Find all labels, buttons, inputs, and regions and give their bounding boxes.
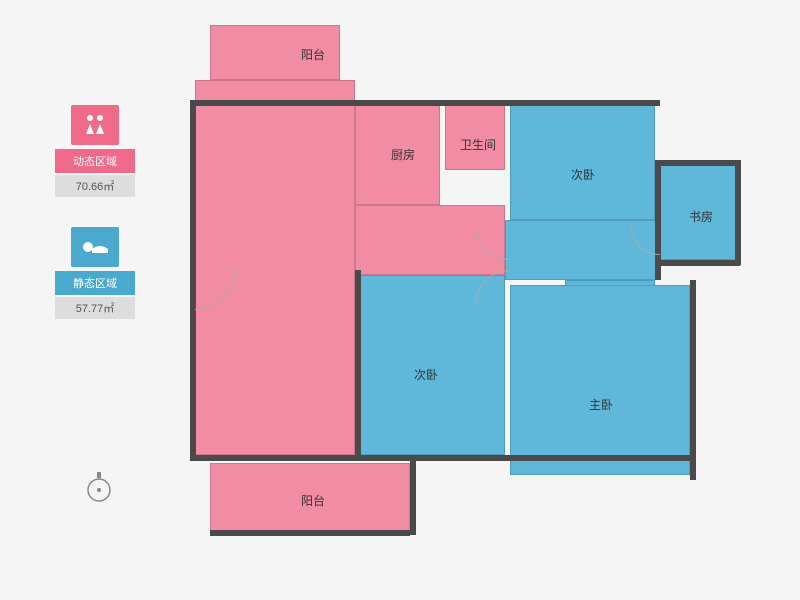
room-label-study: 书房 xyxy=(689,208,713,225)
room-study: 书房 xyxy=(660,165,740,260)
room-bath-top: 卫生间 xyxy=(445,105,505,170)
wall-segment xyxy=(210,530,410,536)
wall-segment xyxy=(355,270,361,460)
room-master: 主卧 xyxy=(510,285,690,475)
legend-static: 静态区域 57.77㎡ xyxy=(55,227,135,319)
room-label-balcony-bot: 阳台 xyxy=(301,492,325,509)
room-label-bed2-bot: 次卧 xyxy=(414,366,438,383)
legend-dynamic: 动态区域 70.66㎡ xyxy=(55,105,135,197)
wall-segment xyxy=(690,280,696,480)
room-label-master: 主卧 xyxy=(589,396,613,413)
legend: 动态区域 70.66㎡ 静态区域 57.77㎡ xyxy=(55,105,135,349)
compass-icon xyxy=(85,472,113,504)
people-icon xyxy=(71,105,119,145)
legend-dynamic-value: 70.66㎡ xyxy=(55,175,135,197)
room-label-bath-top: 卫生间 xyxy=(460,136,496,153)
wall-segment xyxy=(190,100,510,106)
room-balcony-top: 阳台 xyxy=(210,25,340,80)
wall-segment xyxy=(510,100,660,106)
wall-segment xyxy=(655,160,740,166)
room-balcony-bot: 阳台 xyxy=(210,463,410,533)
wall-segment xyxy=(355,455,695,461)
legend-static-value: 57.77㎡ xyxy=(55,297,135,319)
wall-segment xyxy=(735,160,741,265)
floor-plan: 阳台客餐厅厨房卫生间阳台次卧书房卫生间次卧主卧 xyxy=(175,25,765,565)
wall-segment xyxy=(410,455,416,535)
wall-segment xyxy=(655,260,740,266)
legend-static-label: 静态区域 xyxy=(55,271,135,295)
room-label-kitchen: 厨房 xyxy=(391,146,415,163)
room-label-balcony-top: 阳台 xyxy=(301,46,325,63)
room-kitchen: 厨房 xyxy=(355,105,440,205)
legend-dynamic-label: 动态区域 xyxy=(55,149,135,173)
room-bed2-top: 次卧 xyxy=(510,105,655,220)
room-label-bed2-top: 次卧 xyxy=(571,166,595,183)
sleep-icon xyxy=(71,227,119,267)
